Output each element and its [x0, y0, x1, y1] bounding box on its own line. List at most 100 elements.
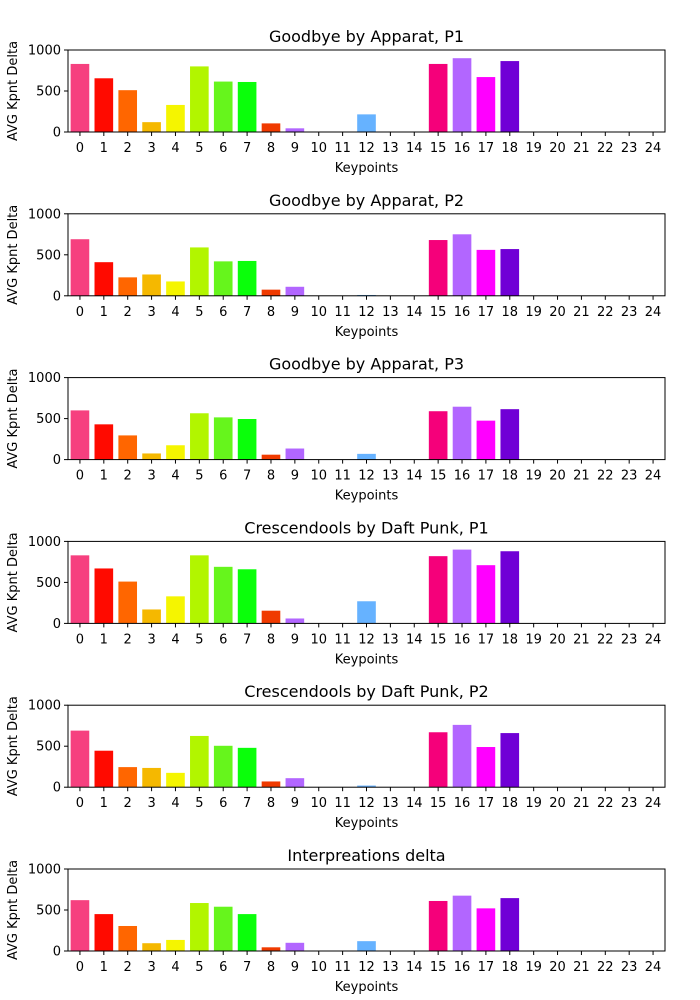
x-tick-label: 12 [358, 141, 375, 156]
bar-5 [190, 903, 209, 951]
bar-5 [190, 735, 209, 788]
x-tick-label: 21 [573, 632, 590, 647]
bar-9 [285, 778, 305, 788]
y-axis-label: AVG Kpnt Delta [6, 41, 21, 141]
x-tick-label: 17 [478, 141, 495, 156]
bar-4 [166, 939, 185, 951]
x-tick-label: 16 [454, 796, 471, 811]
y-tick-label: 500 [36, 248, 61, 263]
x-tick-label: 15 [430, 960, 447, 975]
chart-title: Crescendools by Daft Punk, P2 [244, 682, 488, 701]
bar-15 [428, 556, 448, 624]
x-tick-label: 1 [100, 141, 108, 156]
bar-8 [261, 454, 281, 460]
x-tick-label: 5 [195, 796, 203, 811]
x-tick-label: 7 [243, 141, 251, 156]
x-tick-label: 3 [147, 469, 155, 484]
x-tick-label: 13 [382, 141, 399, 156]
x-tick-label: 21 [573, 960, 590, 975]
bar-8 [261, 610, 281, 624]
y-tick-label: 500 [36, 412, 61, 427]
x-tick-label: 8 [267, 305, 275, 320]
bar-8 [261, 123, 281, 132]
y-tick-label: 0 [53, 453, 61, 468]
y-axis-label: AVG Kpnt Delta [6, 696, 21, 796]
x-tick-label: 19 [525, 960, 542, 975]
x-tick-label: 4 [171, 632, 179, 647]
bar-1 [94, 78, 114, 132]
y-tick-label: 1000 [28, 371, 61, 386]
bar-1 [94, 914, 114, 951]
bar-3 [142, 122, 161, 132]
x-tick-label: 22 [597, 469, 614, 484]
x-tick-label: 24 [645, 141, 662, 156]
bar-16 [452, 406, 472, 460]
bar-16 [452, 234, 472, 296]
y-axis-label: AVG Kpnt Delta [6, 205, 21, 305]
bar-1 [94, 750, 114, 788]
plot-frame [67, 868, 666, 952]
bar-9 [285, 128, 305, 132]
x-tick-label: 16 [454, 141, 471, 156]
x-tick-label: 7 [243, 796, 251, 811]
x-tick-label: 17 [478, 960, 495, 975]
y-tick-label: 0 [53, 289, 61, 304]
x-tick-label: 4 [171, 796, 179, 811]
x-tick-label: 19 [525, 469, 542, 484]
x-tick-label: 13 [382, 469, 399, 484]
x-tick-label: 6 [219, 469, 227, 484]
bar-2 [118, 925, 138, 951]
x-tick-label: 0 [76, 960, 84, 975]
x-tick-label: 10 [310, 469, 327, 484]
x-tick-label: 18 [502, 141, 519, 156]
bar-15 [428, 732, 448, 788]
bar-17 [476, 77, 496, 132]
bar-2 [118, 277, 138, 296]
x-tick-label: 11 [334, 469, 351, 484]
x-tick-label: 18 [502, 960, 519, 975]
x-tick-label: 4 [171, 960, 179, 975]
bar-6 [213, 261, 233, 296]
bar-5 [190, 66, 209, 132]
x-tick-label: 23 [621, 960, 638, 975]
bar-18 [500, 61, 520, 132]
x-tick-label: 22 [597, 960, 614, 975]
x-tick-label: 2 [124, 632, 132, 647]
x-axis-label: Keypoints [335, 652, 399, 667]
bar-12 [357, 114, 376, 132]
x-tick-label: 17 [478, 469, 495, 484]
bar-3 [142, 453, 161, 460]
x-tick-label: 14 [406, 141, 423, 156]
x-tick-label: 14 [406, 632, 423, 647]
x-tick-label: 20 [549, 796, 566, 811]
bar-0 [70, 555, 90, 624]
bar-12 [357, 785, 376, 788]
bar-15 [428, 900, 448, 951]
bar-4 [166, 104, 185, 132]
x-tick-label: 5 [195, 632, 203, 647]
x-axis-label: Keypoints [335, 161, 399, 176]
x-tick-label: 19 [525, 632, 542, 647]
bar-0 [70, 900, 90, 951]
x-tick-label: 9 [291, 305, 299, 320]
x-tick-label: 6 [219, 632, 227, 647]
x-tick-label: 15 [430, 796, 447, 811]
bar-0 [70, 63, 90, 132]
x-tick-label: 7 [243, 632, 251, 647]
x-tick-label: 21 [573, 469, 590, 484]
x-tick-label: 3 [147, 960, 155, 975]
y-tick-label: 1000 [28, 699, 61, 714]
x-tick-label: 0 [76, 305, 84, 320]
bar-1 [94, 424, 114, 460]
x-tick-label: 5 [195, 305, 203, 320]
chart-title: Interpreations delta [287, 846, 445, 865]
bar-18 [500, 249, 520, 296]
bar-6 [213, 745, 233, 788]
x-tick-label: 20 [549, 632, 566, 647]
x-tick-label: 7 [243, 305, 251, 320]
y-tick-label: 1000 [28, 44, 61, 59]
bar-18 [500, 898, 520, 951]
